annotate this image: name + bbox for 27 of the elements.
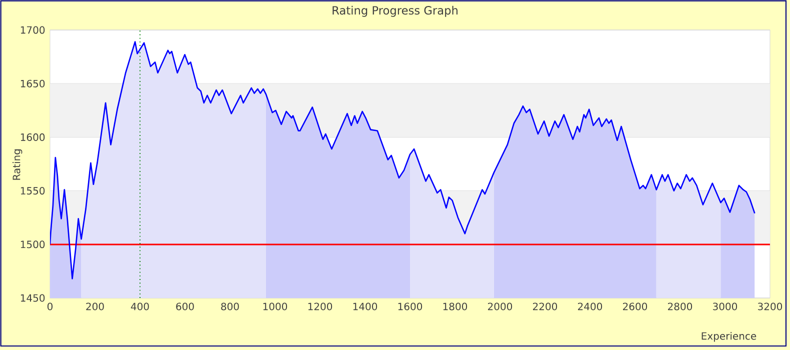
x-axis-title: Experience xyxy=(702,332,756,342)
y-tick-label: 1650 xyxy=(20,80,45,88)
chart-title: Rating Progress Graph xyxy=(332,6,458,17)
line-series xyxy=(50,41,756,280)
x-tick-label: 400 xyxy=(130,302,149,310)
y-tick-label: 1450 xyxy=(20,294,45,302)
x-tick-label: 3000 xyxy=(713,302,738,310)
x-tick-label: 2400 xyxy=(578,302,602,310)
y-tick-label: 1600 xyxy=(20,133,45,141)
x-tick-label: 2800 xyxy=(668,302,692,310)
x-tick-label: 3200 xyxy=(758,302,782,310)
x-tick-label: 1200 xyxy=(308,302,332,310)
x-tick-label: 1800 xyxy=(443,302,468,310)
y-tick-label: 1700 xyxy=(20,26,45,34)
x-tick-label: 1000 xyxy=(263,302,288,310)
x-tick-label: 0 xyxy=(48,302,53,310)
x-tick-label: 1600 xyxy=(398,302,422,310)
x-tick-label: 2600 xyxy=(623,302,648,310)
y-axis-title: Rating xyxy=(12,149,22,180)
y-tick-label: 1500 xyxy=(20,240,45,248)
x-tick-label: 2200 xyxy=(533,302,558,310)
x-tick-label: 200 xyxy=(86,302,104,310)
x-tick-label: 600 xyxy=(176,302,194,310)
x-tick-label: 1400 xyxy=(353,302,378,310)
x-tick-label: 800 xyxy=(221,302,239,310)
y-tick-label: 1550 xyxy=(20,187,45,195)
x-tick-label: 2000 xyxy=(488,302,512,310)
